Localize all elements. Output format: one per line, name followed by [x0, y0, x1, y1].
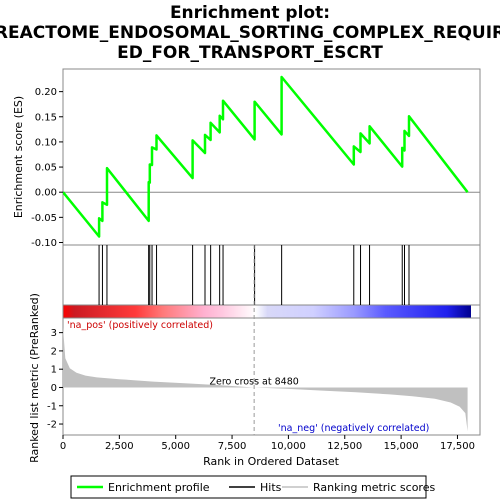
- x-tick-label: 7,500: [218, 441, 247, 452]
- negative-correlation-label: 'na_neg' (negatively correlated): [278, 423, 429, 434]
- es-y-axis-label: Enrichment score (ES): [12, 96, 25, 218]
- x-axis: 0 2,500 5,000 7,500 10,000 12,500 15,000 17,500: [60, 435, 475, 452]
- metric-tick-label: -1: [47, 401, 57, 412]
- legend-label-hits: Hits: [260, 481, 282, 494]
- heatmap-bar: [63, 305, 471, 318]
- es-tick-label: 0.05: [35, 163, 57, 174]
- x-tick-label: 12,500: [327, 441, 362, 452]
- es-tick-label: 0.00: [35, 188, 57, 199]
- es-panel-frame: [62, 68, 481, 246]
- x-tick-label: 0: [60, 441, 66, 452]
- zero-cross-label: Zero cross at 8480: [210, 376, 299, 387]
- chart-title-line-1: Enrichment plot:: [170, 3, 330, 23]
- es-tick-label: 0.15: [35, 112, 57, 123]
- positive-correlation-label: 'na_pos' (positively correlated): [67, 320, 213, 331]
- x-tick-label: 5,000: [161, 441, 190, 452]
- metric-tick-label: 3: [51, 328, 57, 339]
- metric-panel-frame: [62, 317, 481, 436]
- enrichment-profile-line: [63, 75, 469, 238]
- metric-tick-label: -2: [47, 420, 57, 431]
- x-tick-label: 2,500: [105, 441, 134, 452]
- legend-label-enrichment-profile: Enrichment profile: [108, 481, 210, 494]
- x-tick-label: 10,000: [271, 441, 306, 452]
- chart-title-line-3: ED_FOR_TRANSPORT_ESCRT: [117, 43, 383, 63]
- metric-y-axis-label: Ranked list metric (PreRanked): [28, 293, 41, 463]
- hits-series: [98, 245, 410, 305]
- legend-label-ranking-metric: Ranking metric scores: [313, 481, 435, 494]
- x-tick-label: 15,000: [384, 441, 419, 452]
- es-tick-label: 0.10: [35, 137, 57, 148]
- metric-tick-label: 0: [51, 383, 57, 394]
- metric-tick-label: 1: [51, 365, 57, 376]
- chart-title-line-2: REACTOME_ENDOSOMAL_SORTING_COMPLEX_REQUI…: [0, 23, 500, 43]
- es-tick-label: -0.05: [31, 213, 57, 224]
- metric-y-axis: -2 -1 0 1 2 3: [47, 328, 63, 431]
- metric-tick-label: 2: [51, 346, 57, 357]
- enrichment-profile-series: [63, 75, 469, 238]
- hits-panel-frame: [62, 244, 481, 306]
- es-tick-label: 0.20: [35, 87, 57, 98]
- x-tick-label: 17,500: [440, 441, 475, 452]
- x-axis-label: Rank in Ordered Dataset: [203, 455, 340, 468]
- es-tick-label: -0.10: [31, 238, 57, 249]
- es-y-axis: -0.10 -0.05 0.00 0.05 0.10 0.15 0.20: [31, 87, 63, 249]
